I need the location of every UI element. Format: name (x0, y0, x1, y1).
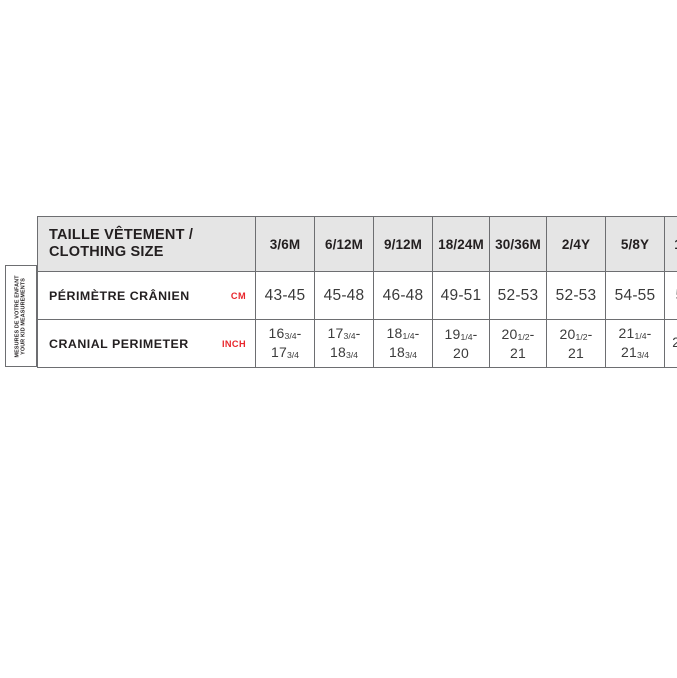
header-size-5: 2/4Y (546, 216, 606, 272)
row-name-cranial-fr: PÉRIMÈTRE CRÂNIEN (49, 288, 190, 303)
row-name-cranial-en: CRANIAL PERIMETER (49, 336, 189, 351)
cell-cm-3: 49-51 (432, 271, 490, 320)
header-size-6: 5/8Y (605, 216, 665, 272)
header-size-3: 18/24M (432, 216, 490, 272)
cell-cm-7: 56-57 (664, 271, 677, 320)
header-title-line-fr: TAILLE VÊTEMENT / (49, 227, 194, 243)
cell-inch-1: 173/4- 183/4 (314, 319, 374, 368)
cell-inch-4: 201/2- 21 (489, 319, 547, 368)
cell-inch-0: 163/4- 173/4 (255, 319, 315, 368)
cell-cm-1: 45-48 (314, 271, 374, 320)
cell-cm-4: 52-53 (489, 271, 547, 320)
side-measurements-label: MESURES DE VOTRE ENFANT YOUR KID MEASURE… (5, 265, 37, 367)
cell-inch-5: 201/2- 21 (546, 319, 606, 368)
cell-inch-2: 181/4- 183/4 (373, 319, 433, 368)
unit-label-cm: CM (230, 290, 246, 301)
cell-inch-6: 211/4- 213/4 (605, 319, 665, 368)
header-size-0: 3/6M (255, 216, 315, 272)
cell-cm-6: 54-55 (605, 271, 665, 320)
header-size-1: 6/12M (314, 216, 374, 272)
cell-cm-0: 43-45 (255, 271, 315, 320)
header-size-2: 9/12M (373, 216, 433, 272)
side-label-line-en: YOUR KID MEASUREMENTS (21, 277, 28, 355)
row-label-inch: CRANIAL PERIMETER INCH (37, 319, 256, 368)
cell-inch-3: 191/4- 20 (432, 319, 490, 368)
header-title-line-en: CLOTHING SIZE (49, 244, 164, 260)
table-header-row: TAILLE VÊTEMENT / CLOTHING SIZE 3/6M 6/1… (37, 216, 677, 272)
table-row-inch: CRANIAL PERIMETER INCH 163/4- 173/4 173/4… (37, 319, 677, 368)
header-size-7: 10/14Y (664, 216, 677, 272)
cell-cm-2: 46-48 (373, 271, 433, 320)
row-label-cm: PÉRIMÈTRE CRÂNIEN CM (37, 271, 256, 320)
cell-cm-5: 52-53 (546, 271, 606, 320)
header-clothing-size-title: TAILLE VÊTEMENT / CLOTHING SIZE (37, 216, 256, 272)
size-chart-body: TAILLE VÊTEMENT / CLOTHING SIZE 3/6M 6/1… (37, 216, 677, 368)
table-row-cm: PÉRIMÈTRE CRÂNIEN CM 43-45 45-48 46-48 4… (37, 271, 677, 320)
side-label-line-fr: MESURES DE VOTRE ENFANT (14, 274, 21, 358)
size-chart-table: TAILLE VÊTEMENT / CLOTHING SIZE 3/6M 6/1… (37, 216, 677, 368)
cell-inch-7: 22-221/2 (664, 319, 677, 368)
unit-label-inch: INCH (221, 338, 246, 349)
header-size-4: 30/36M (489, 216, 547, 272)
